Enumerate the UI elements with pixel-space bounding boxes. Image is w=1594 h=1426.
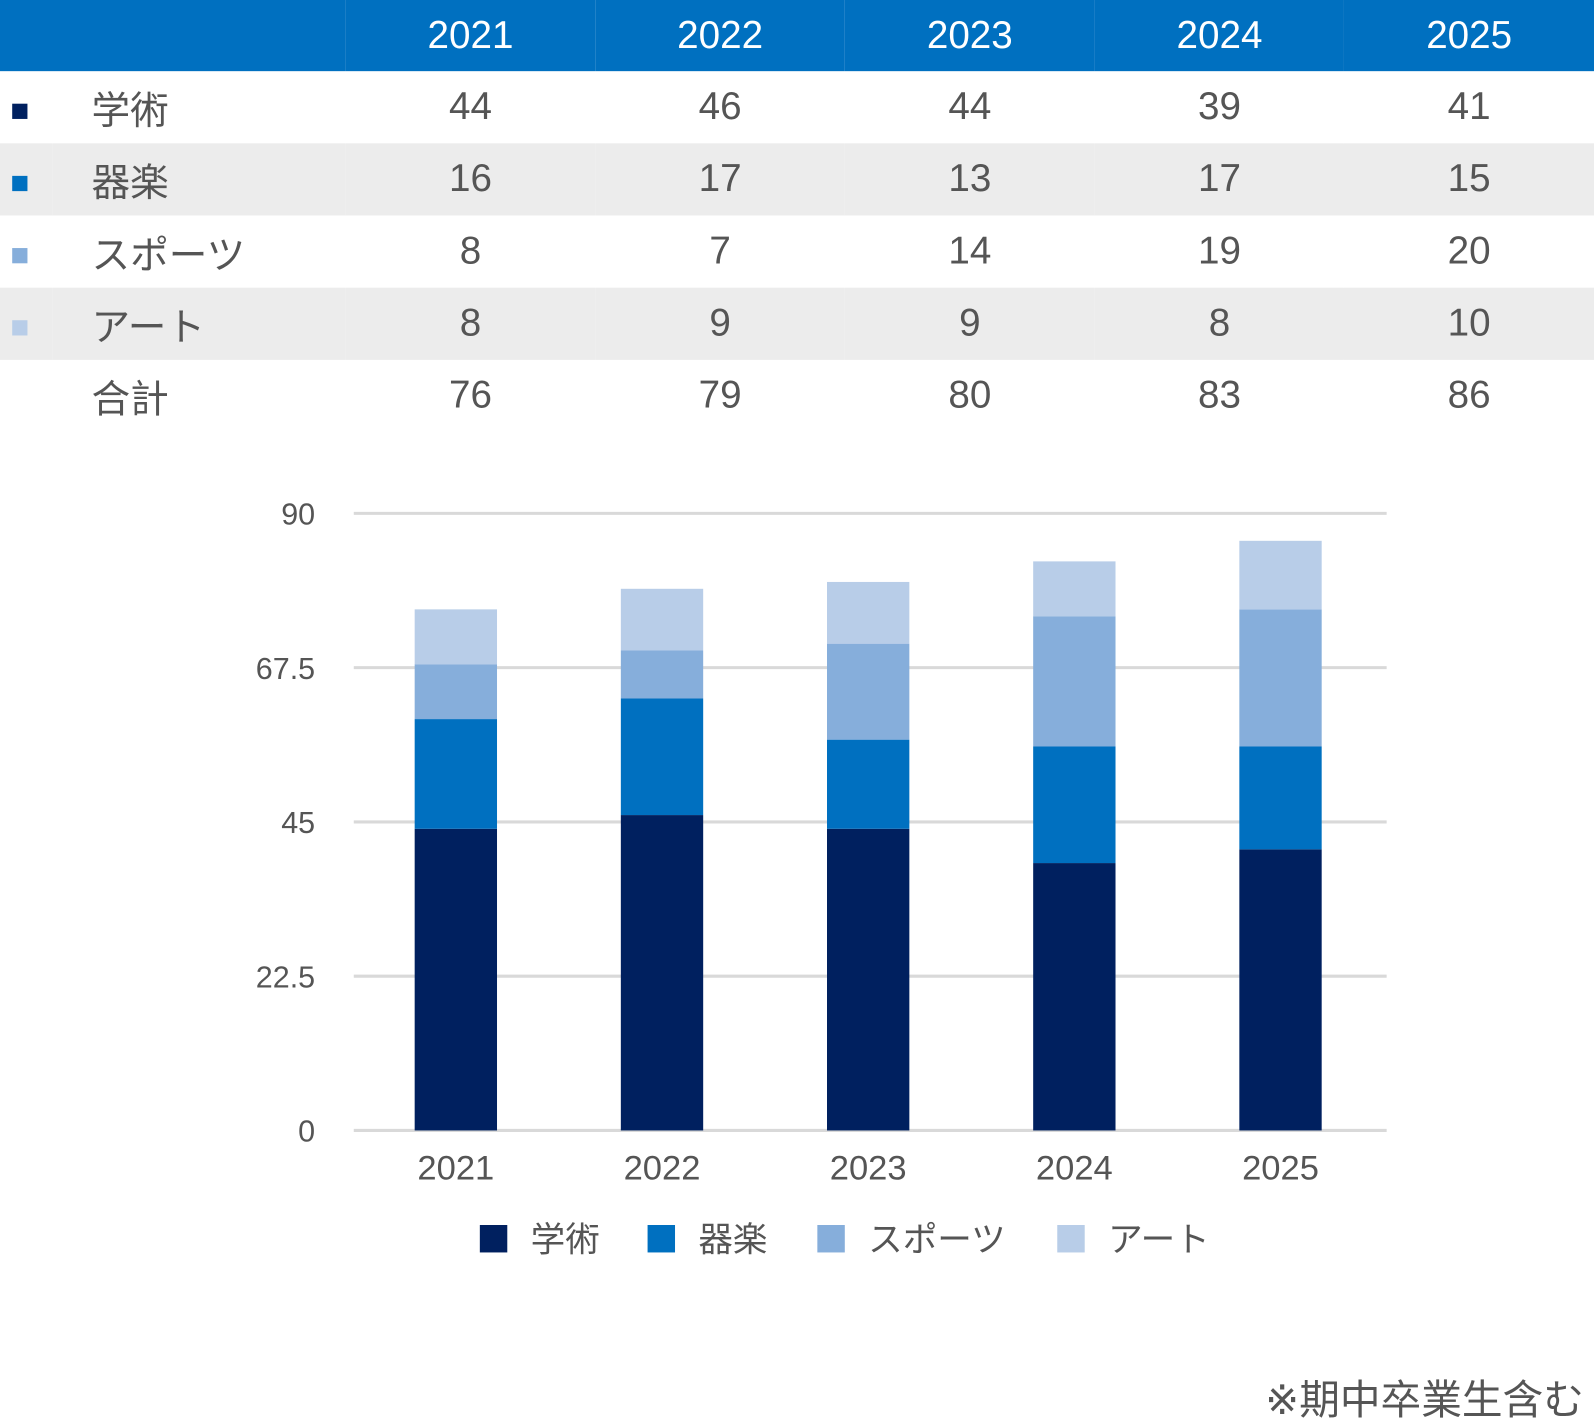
bar-segment-0 [414,828,498,1131]
cell-value: 8 [1094,287,1345,360]
x-tick-label: 2023 [830,1149,907,1187]
y-tick-label: 90 [281,498,315,532]
bar-segment-0 [1239,849,1322,1131]
cell-value: 16 [345,143,596,216]
legend-label: スポーツ [868,1221,1006,1259]
bar-segment-1 [827,739,910,829]
bar-segment-2 [620,650,704,699]
legend-swatch-icon [647,1225,676,1253]
y-tick-label: 22.5 [256,960,315,994]
bar-segment-3 [1033,561,1116,617]
cell-value: 8 [459,229,482,273]
cell-value: 79 [698,374,742,417]
color-swatch-icon [12,175,28,192]
cell-value: 10 [1344,287,1594,360]
header-year: 2021 [345,0,596,72]
cell-value: 44 [948,85,992,129]
bar-segment-2 [1033,616,1116,747]
x-tick-label: 2021 [417,1149,494,1187]
row-label: 学術 [91,90,169,134]
bar-segment-3 [827,581,910,644]
stacked-bar-chart: 0 22.5 45 67.5 90 2021 2022 2023 2024 2025 学術 器楽 スポー… [256,498,1387,1259]
color-swatch-icon [12,103,28,119]
cell-value: 8 [345,287,596,360]
cell-value: 86 [1447,374,1491,417]
color-swatch-icon [12,320,28,336]
table-row: 合計 76 79 80 83 86 [0,360,1594,432]
header-year: 2023 [844,0,1095,72]
cell-value: 14 [948,229,992,273]
bar-segment-1 [1033,746,1116,864]
header-year: 2024 [1094,0,1345,72]
cell-value: 39 [1197,85,1241,129]
cell-value: 19 [1197,229,1241,273]
bar-segment-0 [1033,863,1116,1131]
cell-value: 9 [595,287,845,360]
x-tick-label: 2025 [1242,1149,1319,1187]
cell-value: 17 [1094,143,1345,216]
x-tick-label: 2024 [1036,1149,1113,1187]
legend-label: 器楽 [698,1221,767,1259]
y-tick-label: 0 [298,1115,315,1149]
cell-value: 83 [1197,374,1241,417]
cell-value: 17 [595,143,845,216]
cell-value: 80 [948,374,992,417]
series-marker [0,287,53,360]
legend-label: アート [1108,1221,1210,1259]
bar-segment-3 [1239,540,1322,610]
table-row: アート 8 9 9 8 10 [0,287,1594,360]
cell-value: 41 [1447,85,1491,129]
cell-value: 15 [1344,143,1594,216]
legend-label: 学術 [531,1221,600,1259]
x-tick-label: 2022 [624,1149,701,1187]
cell-value: 76 [448,374,492,417]
row-label: アート [52,287,346,360]
header-year: 2025 [1344,0,1594,72]
cell-value: 20 [1447,229,1491,273]
cell-value: 7 [709,229,731,273]
legend-swatch-icon [817,1225,845,1253]
series-marker [0,216,53,288]
table-header: 2021 2022 2023 2024 2025 [0,0,1594,72]
cell-value: 46 [698,85,742,129]
data-table: 2021 2022 2023 2024 2025 学術 44 46 44 39 41 器楽 1… [0,0,1594,432]
header-year: 2022 [595,0,845,72]
table-row: 器楽 16 17 13 17 15 [0,143,1594,216]
color-swatch-icon [12,248,28,264]
bar-segment-1 [414,719,498,829]
bar-segment-2 [414,664,498,720]
y-tick-label: 67.5 [256,652,315,686]
bar-segment-0 [827,828,910,1131]
cell-value: 13 [844,143,1095,216]
row-label: スポーツ [91,234,246,278]
cell-value: 44 [448,85,492,129]
bar-segment-2 [827,643,910,740]
table-row: スポーツ 8 7 14 19 20 [0,216,1594,288]
series-marker [0,71,53,143]
cell-value: 9 [844,287,1095,360]
row-label: 器楽 [52,143,346,216]
table-row: 学術 44 46 44 39 41 [0,71,1594,143]
bar-segment-1 [620,698,704,816]
bar-segment-3 [620,588,704,651]
bar-segment-1 [1239,746,1322,850]
legend-swatch-icon [1057,1225,1085,1253]
bar-segment-3 [414,609,498,665]
row-label: 合計 [91,379,169,422]
footnote: ※期中卒業生含む [1265,1378,1584,1424]
bar-segment-0 [620,815,704,1131]
bar-segment-2 [1239,609,1322,747]
series-marker [0,143,53,216]
y-tick-label: 45 [281,806,315,840]
header-blank [0,0,346,72]
legend-swatch-icon [479,1225,508,1253]
